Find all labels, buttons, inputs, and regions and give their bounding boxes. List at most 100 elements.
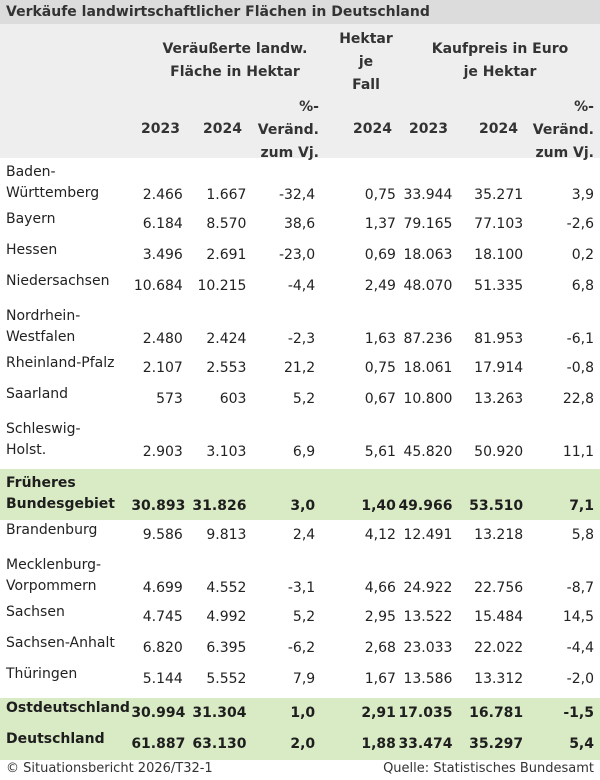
cell-value: 13.586 bbox=[403, 671, 453, 687]
cell-value: 4.699 bbox=[142, 580, 183, 596]
cell-value: 13.522 bbox=[403, 609, 453, 625]
table-row: Mecklenburg- Vorpommern 4.699 4.552 -3,1 4,66… bbox=[0, 551, 600, 602]
cell-value: 8.570 bbox=[206, 216, 247, 232]
cell-value: 17.914 bbox=[474, 360, 524, 376]
cell-value: 18.063 bbox=[403, 247, 453, 263]
cell-value: 14,5 bbox=[562, 609, 594, 625]
cell-value: 4,12 bbox=[364, 527, 396, 543]
row-label: Mecklenburg- Vorpommern bbox=[6, 557, 102, 594]
cell-value: 35.297 bbox=[452, 729, 524, 760]
cell-value: 2.424 bbox=[206, 331, 247, 347]
source-note: Quelle: Statistisches Bundesamt bbox=[383, 761, 594, 776]
cell-value: 17.035 bbox=[395, 698, 453, 729]
cell-value: 2,4 bbox=[292, 527, 316, 543]
cell-value: 31.826 bbox=[182, 469, 247, 520]
cell-value: -2,6 bbox=[566, 216, 594, 232]
table-title: Verkäufe landwirtschaftlicher Flächen in… bbox=[0, 0, 600, 24]
cell-value: 16.781 bbox=[452, 698, 524, 729]
cell-value: 1,0 bbox=[246, 698, 322, 729]
cell-value: 10.215 bbox=[197, 278, 247, 294]
cell-value: 3.496 bbox=[142, 247, 183, 263]
summary-row: Ostdeutschland 30.994 31.304 1,0 2,91 17.035 1… bbox=[0, 698, 600, 729]
row-label: Baden- Württemberg bbox=[6, 164, 100, 201]
cell-value: 4.552 bbox=[206, 580, 247, 596]
table-row: Bayern 6.184 8.570 38,6 1,37 79.165 77.103 -2,6 bbox=[0, 209, 600, 240]
cell-value: 0,75 bbox=[364, 187, 396, 203]
cell-value: 5,61 bbox=[364, 444, 396, 460]
cell-value: -2,0 bbox=[566, 671, 594, 687]
cell-value: 13.312 bbox=[474, 671, 524, 687]
cell-value: 49.966 bbox=[395, 469, 453, 520]
cell-value: 51.335 bbox=[474, 278, 524, 294]
cell-value: 5,2 bbox=[292, 391, 316, 407]
cell-value: 61.887 bbox=[131, 729, 185, 760]
table-row: Brandenburg 9.586 9.813 2,4 4,12 12.491 13.218… bbox=[0, 520, 600, 551]
cell-value: -3,1 bbox=[287, 580, 316, 596]
cell-value: 0,67 bbox=[364, 391, 396, 407]
table-header: Veräußerte landw. Fläche in Hektar Hekta… bbox=[0, 24, 600, 161]
cell-value: 48.070 bbox=[403, 278, 453, 294]
row-label: Schleswig- Holst. bbox=[6, 421, 81, 458]
cell-value: 35.271 bbox=[474, 187, 524, 203]
cell-value: -4,4 bbox=[287, 278, 316, 294]
cell-value: 9.813 bbox=[206, 527, 247, 543]
group-header-hectare-per-case: Hektar je Fall bbox=[339, 31, 393, 93]
cell-value: 5,4 bbox=[523, 729, 600, 760]
col-header-2024-price: 2024 bbox=[479, 121, 518, 137]
row-label: Brandenburg bbox=[6, 522, 98, 538]
row-label: Saarland bbox=[6, 386, 69, 402]
table-row: Rheinland-Pfalz 2.107 2.553 21,2 0,75 18.061 1… bbox=[0, 353, 600, 384]
cell-value: -2,3 bbox=[287, 331, 316, 347]
table-row: Niedersachsen 10.684 10.215 -4,4 2,49 48.070 5… bbox=[0, 271, 600, 302]
cell-value: 22,8 bbox=[562, 391, 594, 407]
table-row: Hessen 3.496 2.691 -23,0 0,69 18.063 18.100 0,2 bbox=[0, 240, 600, 271]
group-header-price: Kaufpreis in Euro je Hektar bbox=[431, 41, 569, 80]
table-row: Saarland 573 603 5,2 0,67 10.800 13.263 22,8 bbox=[0, 384, 600, 415]
cell-value: 33.474 bbox=[395, 729, 453, 760]
cell-value: -23,0 bbox=[278, 247, 316, 263]
table-row: Thüringen 5.144 5.552 7,9 1,67 13.586 13.312 -2… bbox=[0, 664, 600, 695]
cell-value: 3.103 bbox=[206, 444, 247, 460]
cell-value: 6,9 bbox=[292, 444, 316, 460]
cell-value: 22.022 bbox=[474, 640, 524, 656]
data-table: Baden- Württemberg 2.466 1.667 -32,4 0,75 33.9… bbox=[0, 158, 600, 760]
cell-value: 1,67 bbox=[364, 671, 396, 687]
col-header-2023-area: 2023 bbox=[141, 121, 180, 137]
cell-value: 2,0 bbox=[246, 729, 322, 760]
footer: © Situationsbericht 2026/T32-1 Quelle: S… bbox=[0, 757, 600, 780]
cell-value: 22.756 bbox=[474, 580, 524, 596]
cell-value: 7,1 bbox=[523, 469, 600, 520]
cell-value: 0,75 bbox=[364, 360, 396, 376]
cell-value: 603 bbox=[219, 391, 247, 407]
cell-value: 2.691 bbox=[206, 247, 247, 263]
col-header-change-price: %- Veränd. zum Vj. bbox=[532, 99, 594, 161]
cell-value: 2,49 bbox=[364, 278, 396, 294]
copyright-note: © Situationsbericht 2026/T32-1 bbox=[6, 761, 213, 776]
cell-value: 9.586 bbox=[142, 527, 183, 543]
cell-value: 3,9 bbox=[571, 187, 594, 203]
cell-value: 31.304 bbox=[182, 698, 247, 729]
cell-value: 23.033 bbox=[403, 640, 453, 656]
cell-value: 4.992 bbox=[206, 609, 247, 625]
cell-value: 13.263 bbox=[474, 391, 524, 407]
cell-value: 10.684 bbox=[133, 278, 183, 294]
row-label: Hessen bbox=[6, 242, 58, 258]
cell-value: 11,1 bbox=[562, 444, 594, 460]
cell-value: 2,91 bbox=[321, 698, 396, 729]
col-header-2024-area: 2024 bbox=[203, 121, 242, 137]
cell-value: 5.144 bbox=[142, 671, 183, 687]
group-header-area: Veräußerte landw. Fläche in Hektar bbox=[162, 41, 308, 80]
cell-value: 18.061 bbox=[403, 360, 453, 376]
cell-value: 2.107 bbox=[142, 360, 183, 376]
row-label: Deutschland bbox=[0, 729, 132, 760]
cell-value: 53.510 bbox=[452, 469, 524, 520]
cell-value: -1,5 bbox=[523, 698, 600, 729]
cell-value: 10.800 bbox=[403, 391, 453, 407]
cell-value: 33.944 bbox=[403, 187, 453, 203]
cell-value: 1,63 bbox=[364, 331, 396, 347]
table-row: Sachsen 4.745 4.992 5,2 2,95 13.522 15.484 14,5 bbox=[0, 602, 600, 633]
cell-value: 2.903 bbox=[142, 444, 183, 460]
cell-value: 1,37 bbox=[364, 216, 396, 232]
cell-value: 6.184 bbox=[142, 216, 183, 232]
cell-value: -8,7 bbox=[566, 580, 594, 596]
